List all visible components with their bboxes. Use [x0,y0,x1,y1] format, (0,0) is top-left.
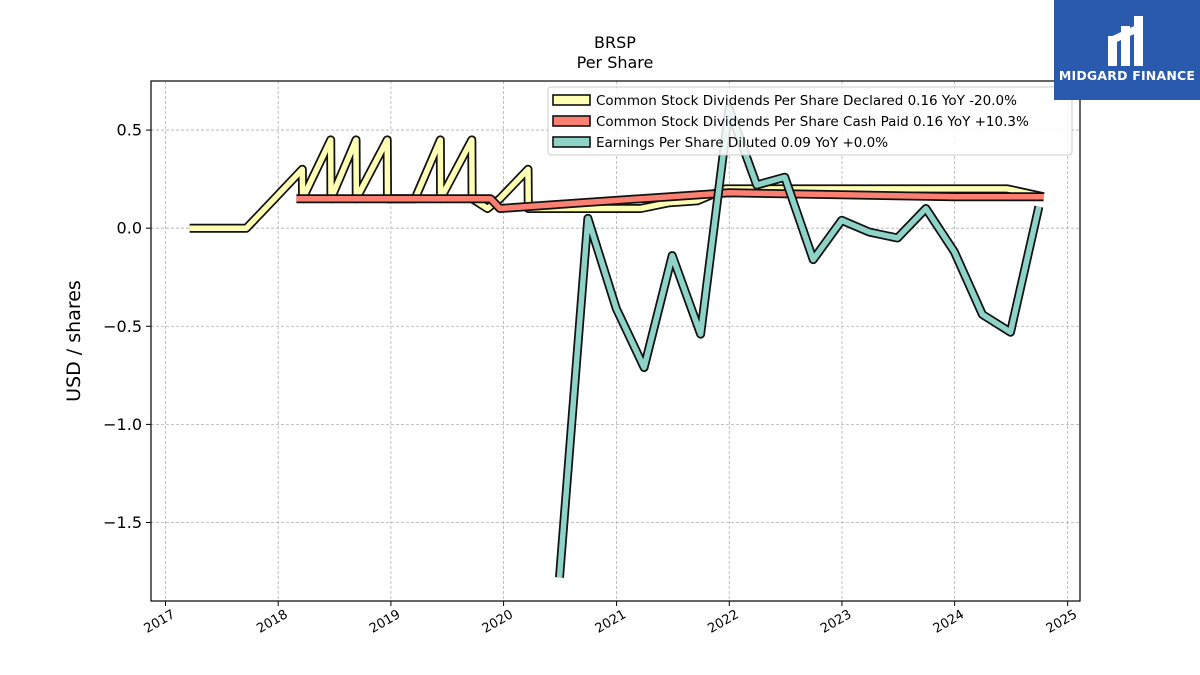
series-line-2 [556,105,1042,578]
legend-entry-2: Earnings Per Share Diluted 0.09 YoY +0.0… [596,135,888,151]
y-tick-label: −1.5 [103,513,142,532]
y-axis-label: USD / shares [63,280,85,402]
x-tick-label: 2017 [142,607,178,637]
x-tick-label: 2025 [1044,607,1080,637]
brand-logo-icon [1108,16,1143,66]
plot-frame [150,80,1081,602]
brand-logo: MIDGARD FINANCE [1054,0,1200,100]
legend-swatch-0 [552,94,591,106]
x-tick-label: 2023 [818,607,854,637]
x-tick-label: 2021 [593,607,629,637]
legend-swatch-2 [552,136,591,148]
y-tick-label: −1.0 [103,415,142,434]
grid [151,81,1080,601]
legend-swatch-1 [552,115,591,127]
legend-box [547,86,1073,156]
brand-name: MIDGARD FINANCE [1058,68,1196,83]
series-line-1 [296,190,1044,212]
x-tick-label: 2024 [931,607,967,637]
series-lines [189,104,1045,578]
x-tick-label: 2019 [367,607,403,637]
chart-title: BRSP [594,33,636,52]
x-tick-label: 2020 [480,607,516,637]
y-tick-label: −0.5 [103,317,142,336]
y-tick-label: 0.5 [117,121,142,140]
legend-entry-0: Common Stock Dividends Per Share Declare… [596,93,1017,109]
chart-subtitle: Per Share [577,53,654,72]
x-tick-label: 2018 [254,607,290,637]
legend: Common Stock Dividends Per Share Declare… [547,86,1073,156]
y-tick-label: 0.0 [117,219,142,238]
legend-entry-1: Common Stock Dividends Per Share Cash Pa… [596,114,1029,130]
series-line-0 [189,137,1045,231]
x-tick-label: 2022 [705,607,741,637]
